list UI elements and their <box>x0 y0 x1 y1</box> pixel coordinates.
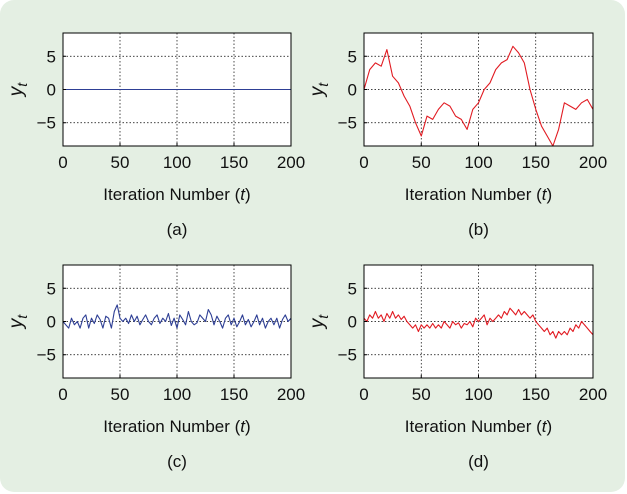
y-tick-label-d-1: 0 <box>348 313 357 332</box>
y-axis-label-a: yt <box>6 82 30 99</box>
x-tick-label-b-4: 200 <box>579 153 607 172</box>
x-tick-label-b-0: 0 <box>359 153 368 172</box>
x-tick-label-a-2: 100 <box>163 153 191 172</box>
x-axis-label-var-a: t <box>240 185 246 204</box>
x-axis-label-b: Iteration Number (t) <box>405 185 552 204</box>
y-tick-label-b-1: 0 <box>348 81 357 100</box>
panel-label-c: (c) <box>167 452 187 471</box>
y-axis-label-d: yt <box>307 314 331 331</box>
y-tick-label-c-2: −5 <box>37 346 56 365</box>
x-axis-label-prefix-a: Iteration Number ( <box>103 185 240 204</box>
y-tick-label-c-1: 0 <box>47 313 56 332</box>
y-axis-label-main-d: y <box>307 317 328 330</box>
y-axis-label-sub-c: t <box>14 314 30 319</box>
y-tick-label-b-0: 5 <box>348 47 357 66</box>
x-axis-label-suffix-b: ) <box>547 185 553 204</box>
x-tick-label-a-3: 150 <box>220 153 248 172</box>
x-tick-label-c-4: 200 <box>277 385 305 404</box>
x-axis-label-var-d: t <box>542 417 548 436</box>
x-tick-label-a-1: 50 <box>111 153 130 172</box>
series-line-c-0 <box>62 304 292 329</box>
y-axis-label-sub-b: t <box>315 82 331 87</box>
x-axis-label-var-b: t <box>542 185 548 204</box>
x-tick-label-d-4: 200 <box>579 385 607 404</box>
y-axis-label-main-a: y <box>6 85 27 98</box>
x-tick-label-c-3: 150 <box>220 385 248 404</box>
y-tick-label-d-2: −5 <box>338 346 357 365</box>
x-tick-label-d-3: 150 <box>522 385 550 404</box>
x-tick-label-b-2: 100 <box>464 153 492 172</box>
x-axis-label-var-c: t <box>240 417 246 436</box>
y-tick-label-c-0: 5 <box>47 279 56 298</box>
x-axis-label-prefix-d: Iteration Number ( <box>405 417 542 436</box>
y-tick-label-a-2: −5 <box>37 114 56 133</box>
x-tick-label-b-3: 150 <box>522 153 550 172</box>
x-tick-label-c-0: 0 <box>58 385 67 404</box>
y-axis-label-sub-a: t <box>14 82 30 87</box>
x-axis-label-suffix-c: ) <box>245 417 251 436</box>
y-axis-label-c: yt <box>6 314 30 331</box>
x-axis-label-prefix-b: Iteration Number ( <box>405 185 542 204</box>
y-axis-label-main-c: y <box>6 317 27 330</box>
x-axis-label-d: Iteration Number (t) <box>405 417 552 436</box>
y-axis-label-b: yt <box>307 82 331 99</box>
x-tick-label-d-1: 50 <box>412 385 431 404</box>
series-line-d-0 <box>363 307 594 339</box>
x-tick-label-d-0: 0 <box>359 385 368 404</box>
x-axis-label-a: Iteration Number (t) <box>103 185 250 204</box>
y-axis-label-main-b: y <box>307 85 328 98</box>
series-line-b-0 <box>363 45 594 147</box>
x-tick-label-a-4: 200 <box>277 153 305 172</box>
y-tick-label-b-2: −5 <box>338 114 357 133</box>
panel-label-b: (b) <box>468 220 489 239</box>
x-axis-label-suffix-a: ) <box>245 185 251 204</box>
panel-label-d: (d) <box>468 452 489 471</box>
x-tick-label-c-1: 50 <box>111 385 130 404</box>
y-tick-label-a-0: 5 <box>47 47 56 66</box>
x-tick-label-c-2: 100 <box>163 385 191 404</box>
x-axis-label-c: Iteration Number (t) <box>103 417 250 436</box>
y-axis-label-sub-d: t <box>315 314 331 319</box>
y-tick-label-d-0: 5 <box>348 279 357 298</box>
x-tick-label-b-1: 50 <box>412 153 431 172</box>
panel-label-a: (a) <box>167 220 188 239</box>
x-tick-label-a-0: 0 <box>58 153 67 172</box>
x-axis-label-prefix-c: Iteration Number ( <box>103 417 240 436</box>
x-tick-label-d-2: 100 <box>464 385 492 404</box>
y-tick-label-a-1: 0 <box>47 81 56 100</box>
x-axis-label-suffix-d: ) <box>547 417 553 436</box>
